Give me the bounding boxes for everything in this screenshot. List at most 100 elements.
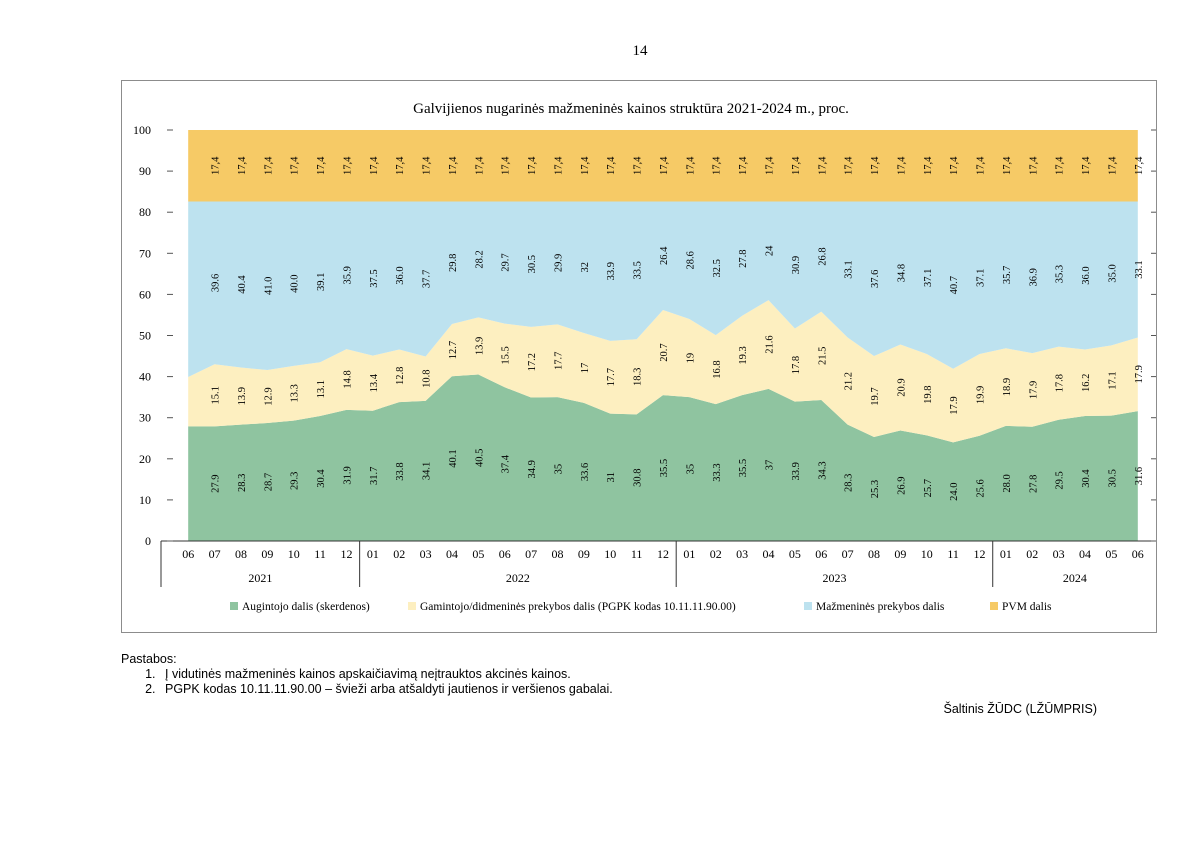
data-label: 34.3 (817, 461, 828, 479)
data-label: 28.7 (263, 473, 274, 491)
data-label: 24.0 (949, 482, 960, 500)
notes: Pastabos: Į vidutinės mažmeninės kainos … (121, 652, 613, 697)
data-label: 31.9 (342, 466, 353, 484)
data-label: 20.7 (659, 343, 670, 361)
data-label: 24 (765, 245, 776, 256)
data-label: 17.8 (791, 356, 802, 374)
y-tick-label: 50 (139, 329, 151, 343)
data-label: 29.5 (1055, 471, 1066, 489)
x-tick-label: 08 (235, 547, 247, 561)
data-label: 34.9 (527, 460, 538, 478)
data-label: 17,4 (1055, 156, 1066, 175)
y-tick-label: 100 (133, 123, 151, 137)
data-label: 15.1 (211, 386, 222, 404)
data-label: 17,4 (448, 156, 459, 175)
data-label: 40.1 (448, 449, 459, 467)
notes-list: Į vidutinės mažmeninės kainos apskaičiav… (121, 667, 613, 697)
y-tick-label: 40 (139, 370, 151, 384)
area-series-4 (188, 130, 1138, 202)
data-label: 18.3 (633, 368, 644, 386)
data-label: 28.3 (237, 474, 248, 492)
x-tick-label: 09 (894, 547, 906, 561)
data-label: 29.8 (448, 254, 459, 272)
y-tick-label: 60 (139, 287, 151, 301)
data-label: 13.9 (237, 387, 248, 405)
data-label: 17,4 (817, 156, 828, 175)
data-label: 28.2 (474, 250, 485, 268)
data-label: 17,4 (237, 156, 248, 175)
notes-heading: Pastabos: (121, 652, 177, 666)
data-label: 17,4 (844, 156, 855, 175)
legend-label: Mažmeninės prekybos dalis (816, 601, 945, 613)
data-label: 33.6 (580, 463, 591, 481)
data-label: 28.6 (685, 251, 696, 269)
area-series-3 (188, 201, 1138, 378)
areas-layer (188, 130, 1138, 541)
data-label: 35.9 (342, 266, 353, 284)
data-label: 27.8 (738, 249, 749, 267)
x-tick-label: 02 (393, 547, 405, 561)
x-tick-label: 01 (683, 547, 695, 561)
data-label: 17,4 (765, 156, 776, 175)
x-tick-label: 06 (182, 547, 194, 561)
data-label: 17,4 (422, 156, 433, 175)
data-label: 36.0 (395, 266, 406, 284)
data-label: 21.6 (765, 335, 776, 353)
data-label: 17,4 (211, 156, 222, 175)
data-label: 19 (685, 353, 696, 364)
x-tick-label: 06 (815, 547, 827, 561)
year-label: 2021 (248, 571, 272, 585)
x-tick-label: 12 (974, 547, 986, 561)
x-tick-label: 10 (604, 547, 616, 561)
legend-swatch (230, 602, 238, 610)
x-tick-label: 07 (209, 547, 221, 561)
data-label: 25.6 (976, 479, 987, 497)
x-tick-label: 11 (631, 547, 643, 561)
data-label: 16.2 (1081, 374, 1092, 392)
chart-frame: Galvijienos nugarinės mažmeninės kainos … (121, 80, 1157, 633)
data-label: 17,4 (738, 156, 749, 175)
data-label: 17,4 (976, 156, 987, 175)
data-label: 17.2 (527, 353, 538, 371)
data-label: 21.5 (817, 347, 828, 365)
data-label: 18.9 (1002, 378, 1013, 396)
x-tick-label: 03 (1053, 547, 1065, 561)
x-tick-label: 04 (446, 547, 458, 561)
y-tick-label: 90 (139, 164, 151, 178)
x-tick-label: 09 (578, 547, 590, 561)
data-label: 27.9 (211, 474, 222, 492)
data-label: 13.4 (369, 373, 380, 392)
data-label: 14.8 (342, 370, 353, 388)
data-label: 33.1 (844, 260, 855, 278)
data-label: 17,4 (685, 156, 696, 175)
x-tick-label: 01 (1000, 547, 1012, 561)
data-label: 17.8 (1055, 374, 1066, 392)
data-label: 17,4 (1107, 156, 1118, 175)
data-label: 17,4 (870, 156, 881, 175)
x-tick-label: 08 (551, 547, 563, 561)
x-tick-label: 06 (1132, 547, 1144, 561)
data-label: 32.5 (712, 259, 723, 277)
data-label: 35.5 (659, 459, 670, 477)
data-label: 12.8 (395, 367, 406, 385)
data-label: 17,4 (290, 156, 301, 175)
data-label: 41.0 (263, 277, 274, 295)
data-label: 26.4 (659, 246, 670, 265)
data-label: 13.9 (474, 337, 485, 355)
data-label: 35.3 (1055, 265, 1066, 283)
data-label: 37.1 (923, 269, 934, 287)
legend-swatch (804, 602, 812, 610)
data-label: 29.7 (501, 253, 512, 271)
data-label: 17,4 (474, 156, 485, 175)
x-tick-label: 02 (710, 547, 722, 561)
note-item-2: PGPK kodas 10.11.11.90.00 – švieži arba … (159, 682, 613, 697)
data-label: 17.9 (1028, 381, 1039, 399)
data-label: 37.1 (976, 269, 987, 287)
x-tick-label: 07 (842, 547, 854, 561)
data-label: 21.2 (844, 372, 855, 390)
data-label: 17,4 (949, 156, 960, 175)
data-label: 36.0 (1081, 266, 1092, 284)
x-tick-label: 03 (736, 547, 748, 561)
data-label: 16.8 (712, 360, 723, 378)
